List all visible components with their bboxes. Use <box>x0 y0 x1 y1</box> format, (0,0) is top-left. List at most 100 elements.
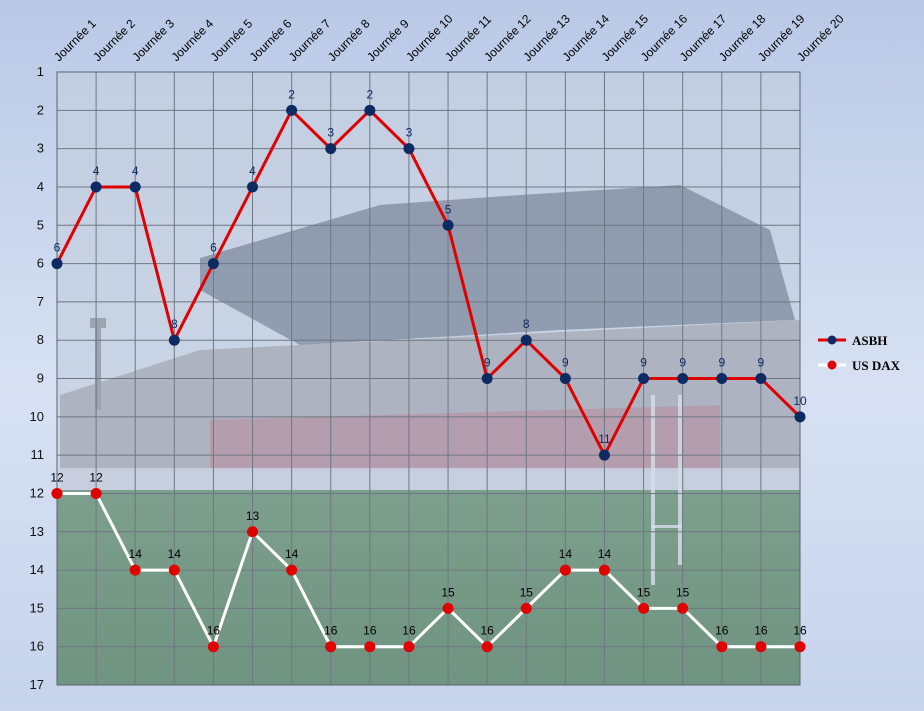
data-point <box>90 487 102 499</box>
data-label: 16 <box>754 624 768 638</box>
data-label: 9 <box>718 356 725 370</box>
data-label: 9 <box>640 356 647 370</box>
y-tick-label: 14 <box>30 562 44 577</box>
data-label: 15 <box>520 585 534 599</box>
y-tick-label: 15 <box>30 600 44 615</box>
series-line-1 <box>57 491 800 651</box>
data-label: 16 <box>480 624 494 638</box>
data-label: 16 <box>402 624 416 638</box>
y-tick-label: 9 <box>37 371 44 386</box>
data-point <box>520 334 532 346</box>
y-tick-label: 13 <box>30 524 44 539</box>
chart-legend: ASBH US DAX <box>818 333 901 373</box>
data-label: 14 <box>168 547 182 561</box>
data-label: 9 <box>758 356 765 370</box>
data-label: 4 <box>93 164 100 178</box>
data-point <box>403 641 415 653</box>
data-label: 9 <box>484 356 491 370</box>
data-point <box>638 602 650 614</box>
data-label: 6 <box>54 241 61 255</box>
y-tick-label: 5 <box>37 217 44 232</box>
series-lines <box>55 107 802 651</box>
data-label: 14 <box>598 547 612 561</box>
data-label: 16 <box>324 624 338 638</box>
series-line-0 <box>55 107 802 459</box>
data-point <box>403 143 415 155</box>
data-label: 2 <box>366 87 373 101</box>
data-point <box>325 641 337 653</box>
data-point <box>638 373 650 384</box>
y-tick-label: 7 <box>37 294 44 309</box>
data-label: 15 <box>676 585 690 599</box>
data-label: 8 <box>171 317 178 331</box>
legend-label-us-dax: US DAX <box>852 358 901 373</box>
data-label: 5 <box>445 202 452 216</box>
data-point <box>247 526 259 538</box>
data-label: 4 <box>132 164 139 178</box>
data-label: 8 <box>523 317 530 331</box>
y-tick-label: 3 <box>37 141 44 156</box>
data-point <box>677 602 689 614</box>
data-label: 16 <box>793 624 807 638</box>
data-point <box>286 104 298 116</box>
data-point <box>168 564 180 576</box>
data-point <box>794 641 806 653</box>
plot-border <box>56 71 801 686</box>
data-point <box>794 411 806 423</box>
data-point <box>90 181 102 193</box>
data-point <box>481 373 493 384</box>
y-tick-label: 8 <box>37 332 44 347</box>
y-tick-label: 10 <box>30 409 44 424</box>
y-tick-label: 16 <box>30 639 44 654</box>
data-labels: 6 4 4 8 6 4 2 3 2 3 5 9 8 9 11 9 9 9 9 10 12 12 14 14 16 13 14 16 16… <box>50 87 807 637</box>
data-label: 14 <box>129 547 143 561</box>
data-point <box>51 487 63 499</box>
y-tick-label: 1 <box>37 64 44 79</box>
data-label: 14 <box>285 547 299 561</box>
data-label: 10 <box>793 394 807 408</box>
data-point <box>716 641 728 653</box>
data-label: 3 <box>406 126 413 140</box>
data-point <box>247 181 259 193</box>
data-point <box>755 641 767 653</box>
data-label: 16 <box>207 624 221 638</box>
data-point <box>677 373 689 384</box>
data-point <box>207 641 219 653</box>
data-point <box>129 181 141 193</box>
data-label: 15 <box>637 585 651 599</box>
legend-item-asbh: ASBH <box>818 333 887 348</box>
data-point <box>325 143 337 155</box>
data-point <box>755 373 767 384</box>
y-tick-label: 12 <box>30 485 44 500</box>
data-label: 12 <box>89 470 103 484</box>
y-tick-label: 17 <box>30 677 44 692</box>
data-label: 9 <box>562 356 569 370</box>
legend-item-us-dax: US DAX <box>818 358 901 373</box>
data-point <box>442 219 454 231</box>
data-point <box>286 564 298 576</box>
data-point <box>51 258 63 270</box>
series-points <box>51 104 806 653</box>
data-label: 4 <box>249 164 256 178</box>
y-tick-label: 4 <box>37 179 44 194</box>
data-label: 9 <box>679 356 686 370</box>
data-label: 2 <box>288 87 295 101</box>
data-point <box>481 641 493 653</box>
y-tick-label: 11 <box>31 447 45 462</box>
y-tick-label: 6 <box>37 256 44 271</box>
data-label: 12 <box>50 470 64 484</box>
data-label: 13 <box>246 509 260 523</box>
data-label: 6 <box>210 241 217 255</box>
data-point <box>129 564 141 576</box>
data-point <box>364 641 376 653</box>
data-label: 3 <box>327 126 334 140</box>
data-point <box>598 564 610 576</box>
data-point <box>364 104 376 116</box>
y-tick-label: 2 <box>37 102 44 117</box>
data-point <box>716 373 728 384</box>
chart-gridlines <box>56 71 801 686</box>
